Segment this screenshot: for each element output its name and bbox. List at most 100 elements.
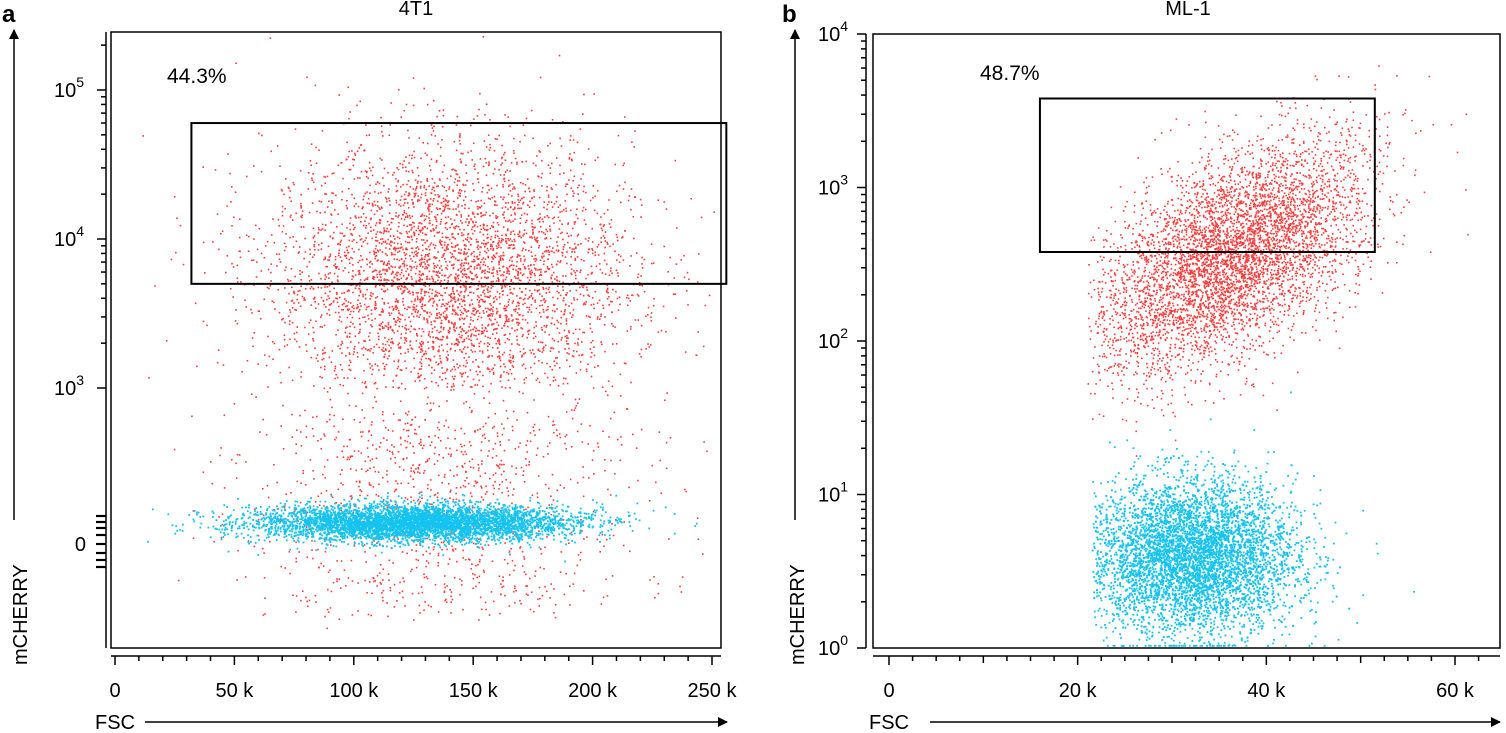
positive-event-point <box>544 301 546 304</box>
positive-event-point <box>229 287 232 290</box>
positive-event-point <box>419 348 422 351</box>
positive-event-point <box>485 327 487 330</box>
positive-event-point <box>377 332 379 335</box>
positive-event-point <box>571 159 573 162</box>
positive-event-point <box>490 238 492 241</box>
positive-event-point <box>371 271 374 273</box>
positive-event-point <box>441 481 443 484</box>
positive-event-point <box>336 293 338 295</box>
positive-event-point <box>437 562 440 564</box>
positive-event-point <box>493 487 495 490</box>
positive-event-point <box>359 100 361 103</box>
positive-event-point <box>421 215 423 217</box>
positive-event-point <box>412 104 415 107</box>
positive-event-point <box>577 342 579 344</box>
positive-event-point <box>370 309 373 311</box>
positive-event-point <box>569 365 571 368</box>
positive-event-point <box>606 538 608 541</box>
positive-event-point <box>496 298 498 301</box>
positive-event-point <box>386 200 388 203</box>
positive-event-point <box>318 272 320 275</box>
positive-event-point <box>538 268 541 271</box>
positive-event-point <box>273 301 275 304</box>
positive-event-point <box>509 125 511 128</box>
positive-event-point <box>514 329 516 332</box>
positive-event-point <box>321 376 323 379</box>
positive-event-point <box>560 322 562 325</box>
positive-event-point <box>465 273 468 275</box>
positive-event-point <box>429 359 432 362</box>
positive-event-point <box>459 372 462 374</box>
positive-event-point <box>522 314 524 317</box>
positive-event-point <box>352 264 354 266</box>
positive-event-point <box>409 292 411 295</box>
positive-event-point <box>578 184 580 187</box>
positive-event-point <box>562 299 565 302</box>
positive-event-point <box>402 166 404 169</box>
positive-event-point <box>363 279 366 281</box>
positive-event-point <box>461 276 464 278</box>
positive-event-point <box>392 453 394 455</box>
positive-event-point <box>589 327 592 330</box>
positive-event-point <box>527 594 529 596</box>
positive-event-point <box>489 295 492 297</box>
positive-event-point <box>476 178 479 180</box>
positive-event-point <box>364 381 367 383</box>
positive-event-point <box>341 292 343 295</box>
positive-event-point <box>251 312 253 314</box>
positive-event-point <box>519 546 522 548</box>
positive-event-point <box>463 380 465 383</box>
positive-event-point <box>523 378 525 381</box>
positive-event-point <box>388 230 390 233</box>
positive-event-point <box>609 226 612 228</box>
positive-event-point <box>532 162 535 164</box>
positive-event-point <box>407 410 410 413</box>
positive-event-point <box>662 305 665 308</box>
positive-event-point <box>473 258 475 261</box>
positive-event-point <box>469 291 471 294</box>
positive-event-point <box>416 167 419 169</box>
positive-event-point <box>546 208 548 211</box>
positive-event-point <box>494 472 497 474</box>
positive-event-point <box>366 447 369 449</box>
positive-event-point <box>429 288 431 290</box>
positive-event-point <box>420 365 423 368</box>
positive-event-point <box>626 294 629 297</box>
positive-event-point <box>409 330 412 333</box>
positive-event-point <box>312 237 315 239</box>
positive-event-point <box>447 236 449 239</box>
positive-event-point <box>304 251 307 253</box>
positive-event-point <box>480 205 483 208</box>
positive-event-point <box>501 327 503 329</box>
positive-event-point <box>255 396 257 398</box>
positive-event-point <box>507 320 509 322</box>
positive-event-point <box>463 338 466 341</box>
positive-event-point <box>616 190 618 193</box>
positive-event-point <box>437 279 439 282</box>
positive-event-point <box>571 417 574 420</box>
positive-event-point <box>362 206 364 208</box>
positive-event-point <box>329 607 332 609</box>
positive-event-point <box>384 368 386 370</box>
positive-event-point <box>457 269 459 271</box>
positive-event-point <box>484 307 487 310</box>
positive-event-point <box>461 373 463 375</box>
positive-event-point <box>406 248 409 251</box>
positive-event-point <box>398 88 400 91</box>
positive-event-point <box>441 548 443 551</box>
positive-event-point <box>708 294 711 297</box>
positive-event-point <box>447 281 449 284</box>
positive-event-point <box>469 316 472 319</box>
positive-event-point <box>310 304 313 306</box>
positive-event-point <box>381 349 383 351</box>
positive-event-point <box>476 298 479 301</box>
positive-event-point <box>448 330 451 333</box>
positive-event-point <box>278 348 281 351</box>
positive-event-point <box>320 447 322 450</box>
positive-event-point <box>585 208 587 211</box>
positive-event-point <box>343 445 345 448</box>
positive-event-point <box>191 415 193 418</box>
positive-event-point <box>291 286 293 289</box>
positive-event-point <box>434 194 436 196</box>
positive-event-point <box>522 124 525 126</box>
